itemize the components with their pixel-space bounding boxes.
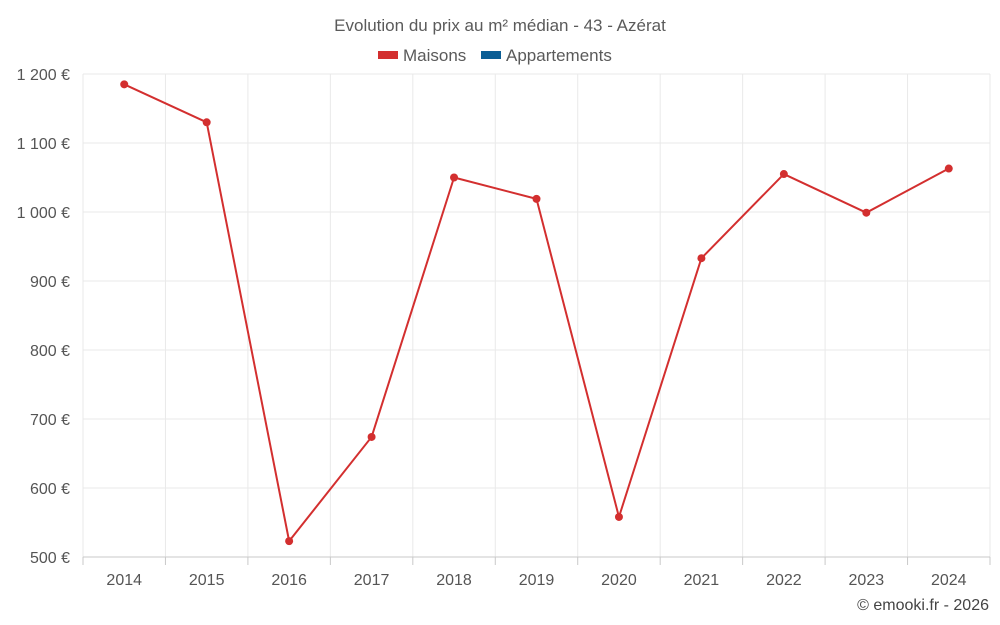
data-point-maisons[interactable] bbox=[614, 512, 623, 521]
legend-swatch-maisons bbox=[378, 51, 398, 59]
data-point-maisons[interactable] bbox=[532, 194, 541, 203]
x-tick-label: 2015 bbox=[189, 572, 225, 589]
y-tick-label: 1 200 € bbox=[17, 67, 70, 84]
x-tick-label: 2024 bbox=[931, 572, 967, 589]
data-point-maisons[interactable] bbox=[202, 118, 211, 127]
y-tick-label: 800 € bbox=[30, 343, 70, 360]
data-point-maisons[interactable] bbox=[779, 170, 788, 179]
x-tick-label: 2022 bbox=[766, 572, 802, 589]
data-point-maisons[interactable] bbox=[697, 254, 706, 263]
y-tick-label: 500 € bbox=[30, 550, 70, 567]
legend-label-maisons: Maisons bbox=[403, 46, 466, 65]
axes: 500 € 600 € 700 € 800 € 900 € 1 000 € 1 100 € 1… bbox=[17, 67, 991, 589]
x-tick-label: 2017 bbox=[354, 572, 390, 589]
x-tick-label: 2014 bbox=[106, 572, 142, 589]
y-tick-label: 1 100 € bbox=[17, 136, 70, 153]
data-point-maisons[interactable] bbox=[944, 164, 953, 173]
x-tick-label: 2018 bbox=[436, 572, 472, 589]
data-point-maisons[interactable] bbox=[862, 208, 871, 217]
y-tick-label: 900 € bbox=[30, 274, 70, 291]
y-tick-label: 600 € bbox=[30, 481, 70, 498]
credit-text: © emooki.fr - 2026 bbox=[857, 597, 989, 614]
legend-swatch-appartements bbox=[481, 51, 501, 59]
legend-item-appartements[interactable]: Appartements bbox=[481, 46, 612, 65]
chart-title: Evolution du prix au m² médian - 43 - Az… bbox=[334, 16, 666, 35]
data-point-maisons[interactable] bbox=[120, 80, 129, 89]
x-tick-label: 2023 bbox=[849, 572, 885, 589]
x-tick-label: 2016 bbox=[271, 572, 307, 589]
grid bbox=[82, 73, 991, 558]
x-tick-label: 2020 bbox=[601, 572, 637, 589]
x-tick-label: 2021 bbox=[684, 572, 720, 589]
legend: Maisons Appartements bbox=[378, 46, 612, 65]
x-tick-label: 2019 bbox=[519, 572, 555, 589]
data-point-maisons[interactable] bbox=[285, 537, 294, 546]
data-point-maisons[interactable] bbox=[367, 432, 376, 441]
y-tick-label: 700 € bbox=[30, 412, 70, 429]
legend-item-maisons[interactable]: Maisons bbox=[378, 46, 466, 65]
y-tick-label: 1 000 € bbox=[17, 205, 70, 222]
legend-label-appartements: Appartements bbox=[506, 46, 612, 65]
data-point-maisons[interactable] bbox=[450, 173, 459, 182]
series-maisons bbox=[120, 80, 953, 546]
